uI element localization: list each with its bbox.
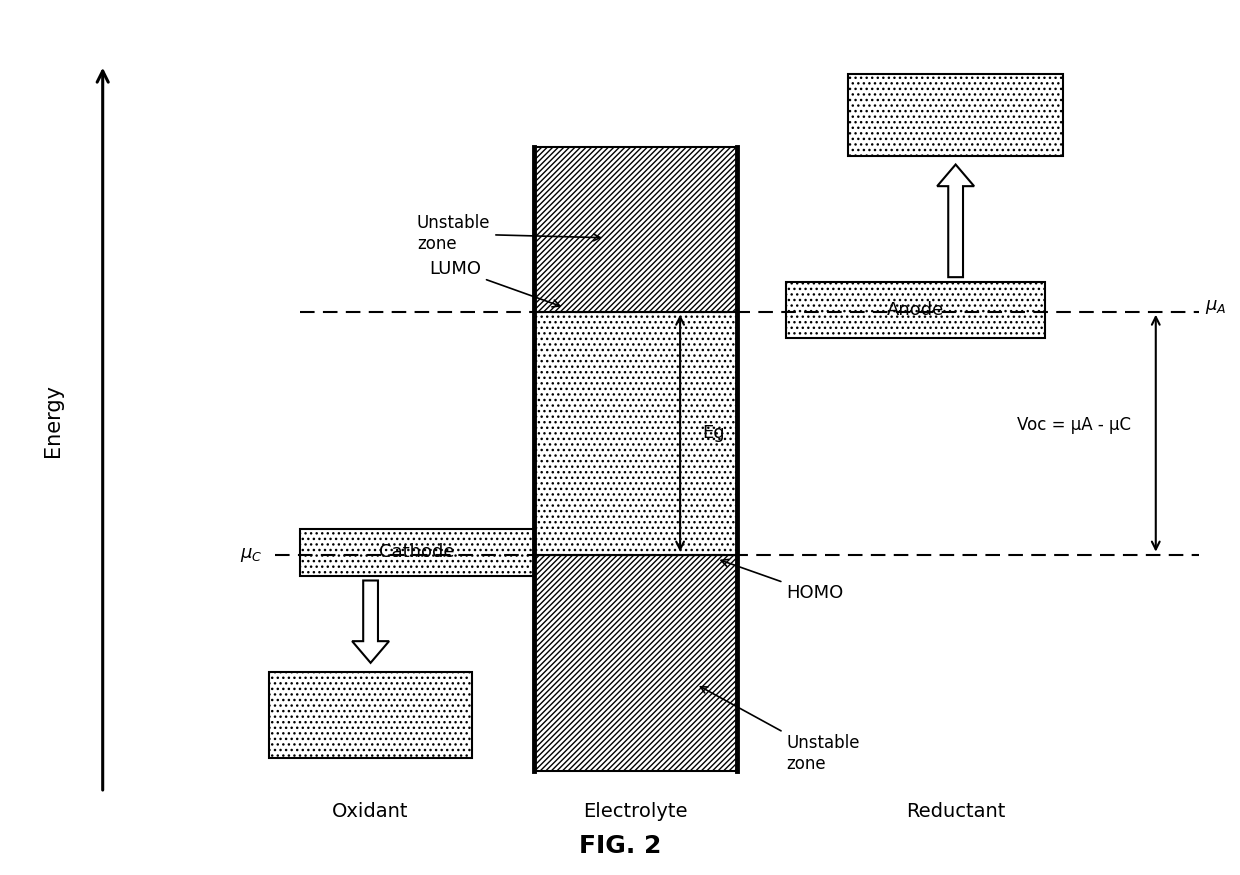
Bar — [848, 74, 1064, 156]
Text: LUMO: LUMO — [429, 260, 560, 307]
Bar — [533, 312, 737, 555]
Text: Anode: Anode — [887, 301, 944, 318]
Text: $\mu_C$: $\mu_C$ — [241, 545, 263, 564]
Text: Energy: Energy — [43, 383, 63, 457]
Bar — [533, 147, 737, 312]
FancyArrow shape — [937, 164, 975, 277]
Bar — [533, 555, 737, 771]
Bar — [269, 671, 472, 758]
Text: FIG. 2: FIG. 2 — [579, 834, 661, 858]
Bar — [533, 555, 737, 771]
FancyArrow shape — [352, 580, 389, 663]
Bar — [300, 528, 533, 576]
Text: $\mu_A$: $\mu_A$ — [1205, 298, 1226, 317]
Bar — [786, 282, 1045, 338]
Text: Voc = μA - μC: Voc = μA - μC — [1017, 416, 1131, 433]
Text: Cathode: Cathode — [379, 543, 455, 562]
Text: Unstable
zone: Unstable zone — [701, 687, 859, 774]
Text: Eg: Eg — [702, 424, 725, 442]
Bar — [533, 147, 737, 312]
Text: Electrolyte: Electrolyte — [583, 802, 688, 822]
Text: Unstable
zone: Unstable zone — [417, 214, 600, 253]
Text: HOMO: HOMO — [722, 559, 843, 603]
Text: Oxidant: Oxidant — [332, 802, 409, 822]
Text: Reductant: Reductant — [906, 802, 1006, 822]
